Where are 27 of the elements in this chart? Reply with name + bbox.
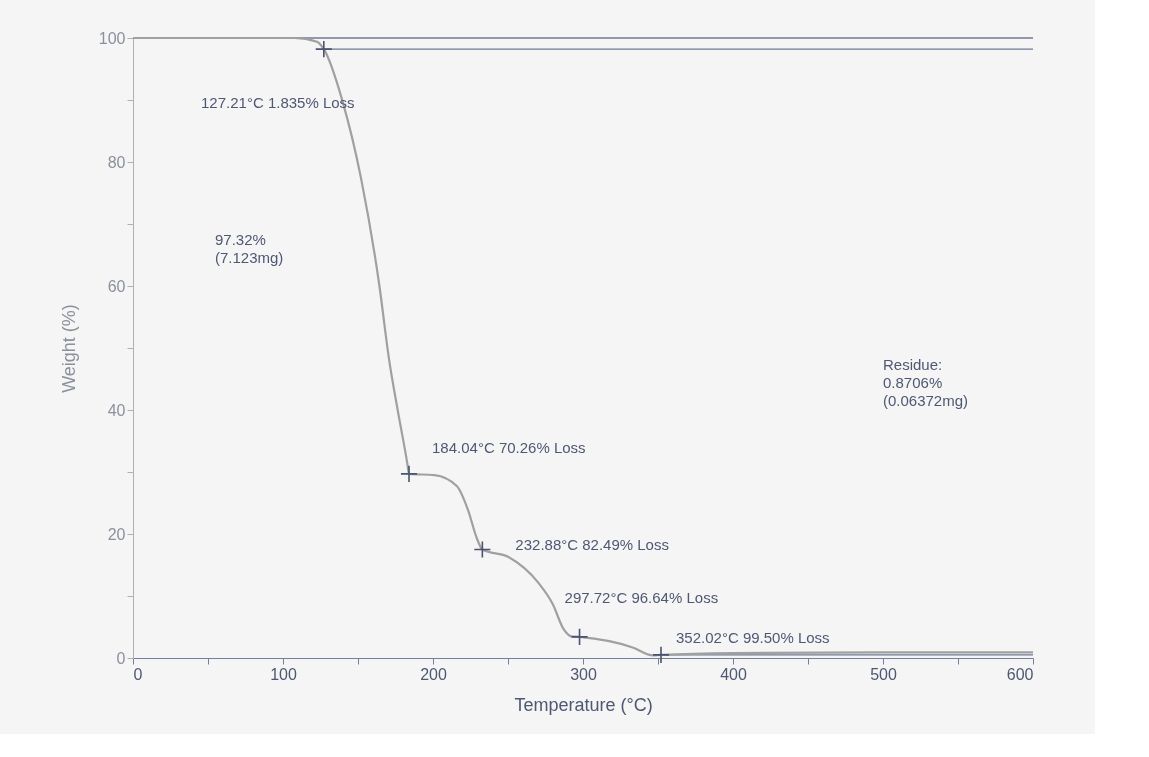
x-axis-title: Temperature (°C) [514, 694, 653, 715]
x-tick-label: 400 [720, 665, 747, 683]
y-tick-label: 40 [107, 401, 126, 419]
annotation: Residue: 0.8706% (0.06372mg) [883, 356, 969, 409]
y-tick-label: 100 [98, 29, 126, 47]
x-tick-label: 300 [570, 665, 597, 683]
y-axis-title: Weight (%) [58, 304, 79, 393]
point [400, 465, 418, 483]
x-tick-label: 100 [270, 665, 297, 683]
y-tick-label: 20 [107, 525, 126, 543]
x-tick-label: 200 [420, 665, 447, 683]
y-tick-label: 0 [116, 649, 126, 667]
annotation: 352.02°C 99.50% Loss [676, 628, 830, 646]
x-tick-label: 0 [133, 665, 143, 683]
y-tick-label: 60 [107, 277, 126, 295]
y-tick-label: 80 [107, 153, 126, 171]
annotation: 127.21°C 1.835% Loss [201, 94, 355, 111]
annotation: 97.32% (7.123mg) [215, 231, 284, 266]
x-tick-label: 600 [1006, 665, 1034, 683]
point [652, 646, 670, 664]
annotation: 184.04°C 70.26% Loss [432, 438, 586, 456]
point [473, 540, 492, 559]
annotation: 232.88°C 82.49% Loss [515, 535, 669, 553]
annotation: 297.72°C 96.64% Loss [564, 588, 719, 606]
x-tick-label: 500 [870, 665, 897, 683]
point [570, 628, 589, 646]
point [314, 40, 333, 59]
